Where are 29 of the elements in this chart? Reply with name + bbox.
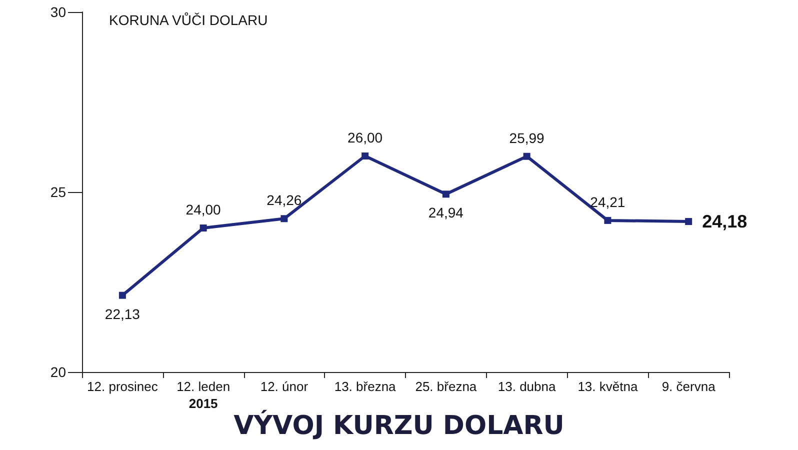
data-label: 24,26 — [266, 192, 302, 208]
y-tick-label: 20 — [50, 364, 66, 380]
x-tick-label: 12. únor — [260, 379, 309, 394]
point — [200, 224, 207, 232]
text: VÝVOJ KURZU DOLARU — [234, 409, 564, 441]
y-tick-label: 30 — [50, 4, 66, 20]
point — [685, 218, 692, 226]
data-label: 26,00 — [348, 130, 383, 146]
data-label: 25,99 — [509, 130, 545, 146]
point — [280, 215, 288, 222]
y-tick-label: 25 — [50, 184, 66, 200]
point — [118, 292, 126, 299]
x-tick-label: 9. června — [662, 379, 716, 394]
point — [523, 152, 530, 160]
x-tick-label: 13. dubna — [498, 379, 556, 394]
x-tick-label: 25. března — [415, 379, 478, 394]
point — [442, 190, 450, 198]
point — [362, 152, 369, 160]
y-axis-title: KORUNA VŮČI DOLARU — [109, 12, 268, 28]
data-label: 24,94 — [428, 204, 464, 221]
x-tick-label: 12. prosinec — [87, 379, 158, 394]
data-label: 24,18 — [702, 212, 748, 232]
point — [604, 216, 612, 224]
data-label: 24,21 — [590, 194, 626, 210]
data-label: 24,00 — [186, 202, 222, 218]
x-tick-label: 13. března — [334, 379, 397, 394]
x-tick-label: 12. leden 2015 — [176, 379, 230, 411]
x-tick-label: 13. května — [578, 379, 638, 394]
data-label: 22,13 — [104, 306, 140, 322]
